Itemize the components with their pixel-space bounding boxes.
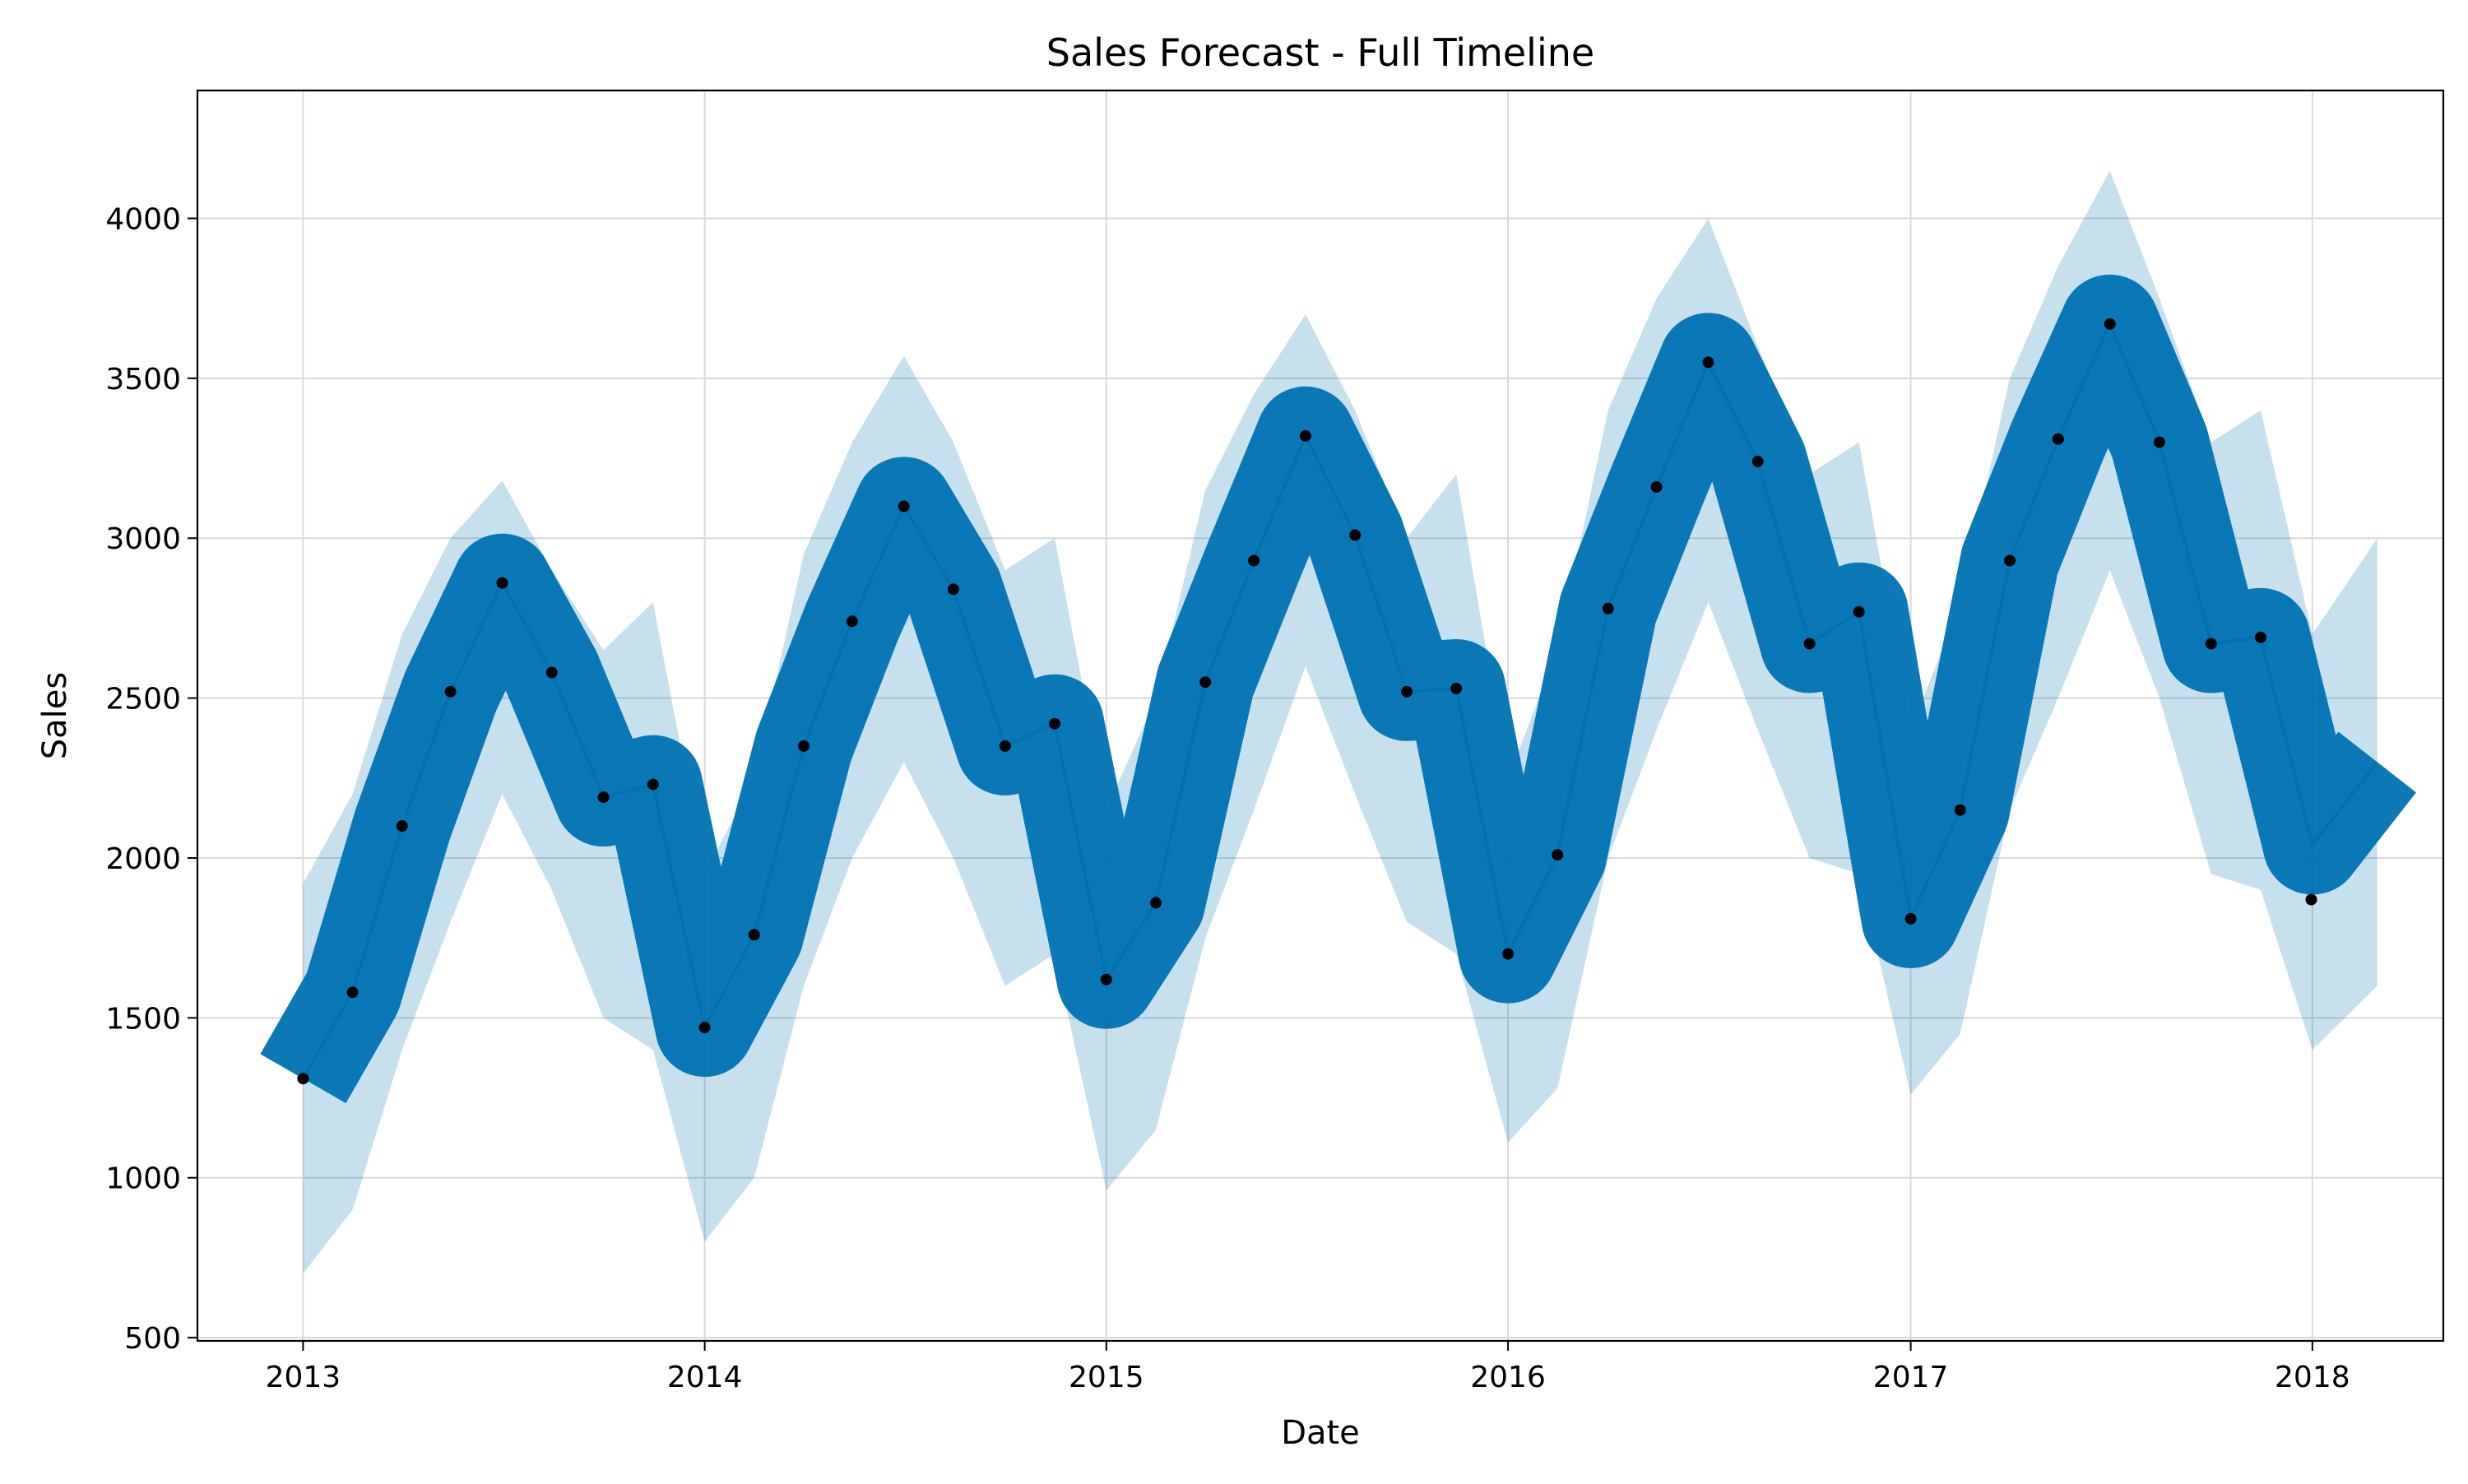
data-point (2104, 318, 2116, 330)
data-point (1150, 897, 1162, 909)
data-point (1199, 676, 1212, 689)
data-point (1299, 429, 1311, 442)
data-point (2004, 554, 2016, 567)
data-point (1349, 529, 1362, 541)
grid-lines (197, 90, 2443, 1341)
data-point (1552, 849, 1564, 861)
data-point (798, 740, 810, 752)
data-point (1853, 605, 1865, 618)
x-tick-label: 2013 (266, 1361, 341, 1394)
data-point (444, 685, 457, 698)
y-tick-label: 3000 (105, 522, 181, 556)
x-tick-label: 2014 (667, 1361, 743, 1394)
data-point (1702, 356, 1714, 369)
data-point (2305, 893, 2317, 906)
data-point (846, 615, 858, 628)
data-point (545, 666, 558, 679)
y-axis-ticks: 500 1000 1500 2000 2500 3000 3500 4000 (105, 202, 197, 1356)
x-axis-ticks: 2013 2014 2015 2016 2017 2018 (266, 1341, 2350, 1394)
data-point (1100, 973, 1112, 985)
data-point (396, 820, 408, 832)
data-point (647, 778, 659, 791)
y-tick-label: 4000 (105, 202, 181, 236)
data-point (1502, 948, 1515, 960)
y-tick-label: 500 (124, 1322, 181, 1356)
y-tick-label: 1000 (105, 1162, 181, 1196)
data-point (999, 740, 1011, 752)
data-point (1049, 717, 1060, 730)
uncertainty-band (303, 170, 2378, 1274)
data-point (2052, 433, 2064, 445)
data-point (1650, 481, 1663, 493)
data-point (1401, 685, 1413, 698)
data-point (947, 583, 959, 596)
data-point (2255, 631, 2266, 643)
uncertainty-band-area (303, 170, 2378, 1274)
data-point (346, 986, 359, 999)
x-tick-label: 2018 (2275, 1361, 2350, 1394)
data-point (748, 929, 760, 941)
data-point (1602, 602, 1614, 614)
data-point (698, 1022, 711, 1033)
chart-title: Sales Forecast - Full Timeline (1046, 30, 1594, 75)
data-point (297, 1073, 309, 1085)
x-axis-label: Date (1281, 1414, 1360, 1452)
x-tick-label: 2015 (1069, 1361, 1144, 1394)
data-point (1954, 804, 1966, 816)
data-point (2205, 638, 2217, 650)
x-tick-label: 2016 (1470, 1361, 1546, 1394)
data-point (1751, 455, 1764, 467)
plot-frame (196, 89, 2445, 1343)
x-tick-label: 2017 (1873, 1361, 1949, 1394)
data-point (1803, 638, 1816, 650)
data-point (496, 577, 508, 589)
data-point (1450, 683, 1463, 694)
data-point (597, 791, 610, 804)
data-point (1904, 912, 1917, 925)
y-axis-label: Sales (36, 672, 74, 759)
data-point (1248, 554, 1260, 567)
y-tick-label: 3500 (105, 363, 181, 397)
observed-points (297, 318, 2317, 1085)
data-point (2153, 436, 2165, 448)
y-tick-label: 1500 (105, 1002, 181, 1036)
forecast-line (301, 319, 2379, 1080)
data-point (898, 500, 910, 512)
y-tick-label: 2500 (105, 683, 181, 716)
forecast-line-layer (260, 274, 2416, 1104)
y-tick-label: 2000 (105, 842, 181, 876)
